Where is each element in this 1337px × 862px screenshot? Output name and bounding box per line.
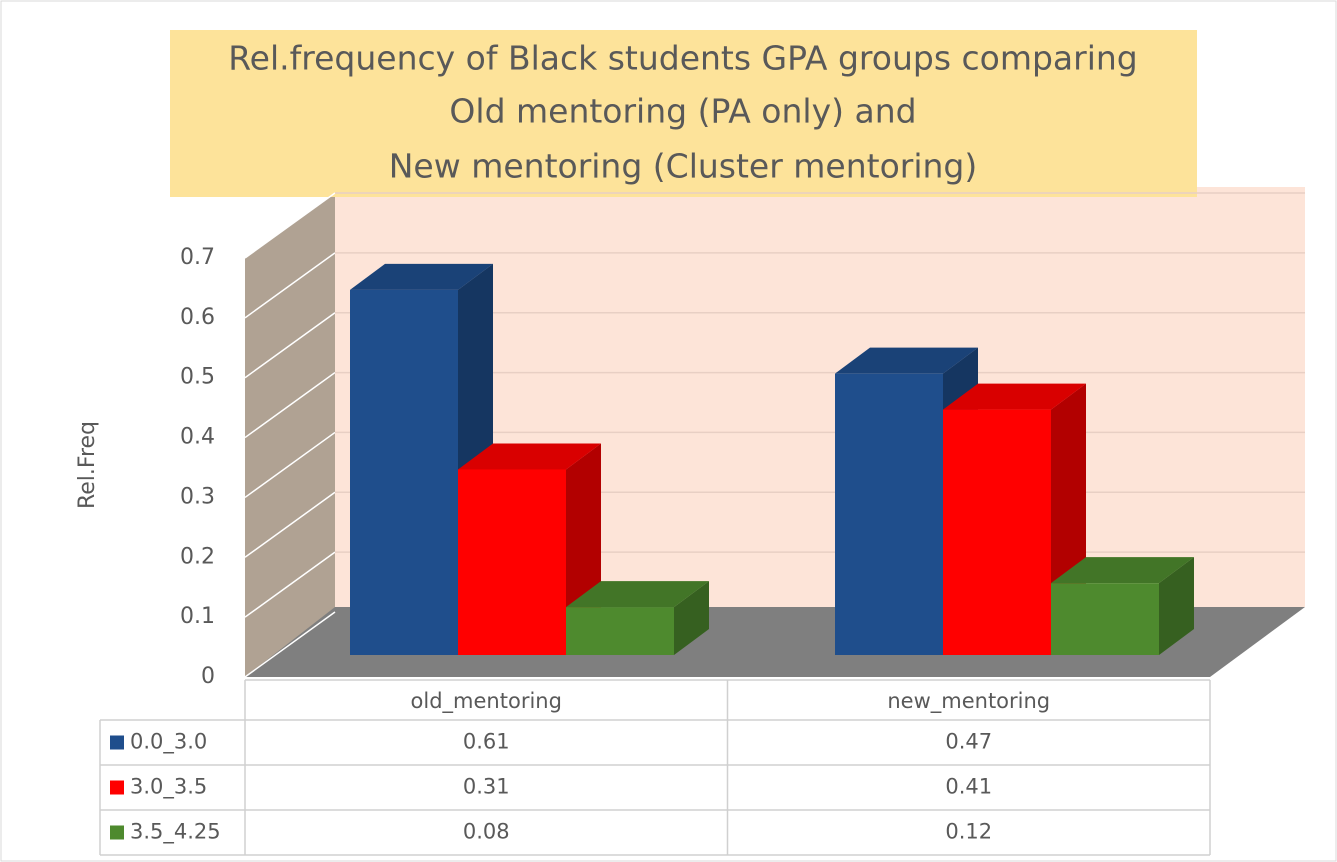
- legend-label: 3.0_3.5: [130, 775, 207, 800]
- legend-swatch: [110, 825, 124, 840]
- bar-side-shade: [1159, 557, 1194, 655]
- bar-top-shade: [350, 263, 493, 290]
- legend-label: 3.5_4.25: [130, 820, 221, 845]
- grid-line: [244, 252, 336, 319]
- y-tick-label: 0: [201, 664, 215, 689]
- bar-top: [458, 443, 601, 470]
- y-tick-label: 0.2: [180, 544, 215, 569]
- y-tick-label: 0.4: [180, 425, 215, 450]
- table-value: 0.61: [463, 730, 510, 754]
- bar-side: [674, 581, 709, 655]
- bar-front: [458, 469, 566, 655]
- bar-top-shade: [566, 581, 709, 608]
- legend-swatch: [110, 780, 124, 795]
- bar-top: [943, 383, 1086, 410]
- y-tick-label: 0.5: [180, 365, 215, 390]
- chart-title: New mentoring (Cluster mentoring): [389, 147, 978, 186]
- bar-front: [835, 373, 943, 655]
- title-box: [170, 30, 1197, 197]
- legend-swatch: [110, 735, 124, 750]
- bar-top: [835, 347, 978, 374]
- bar: [1051, 557, 1194, 655]
- table-value: 0.31: [463, 775, 510, 799]
- bar-front: [1051, 583, 1159, 655]
- x-tick-label: old_mentoring: [411, 689, 562, 714]
- bar-top-shade: [1051, 557, 1194, 584]
- bar-top: [1051, 557, 1194, 584]
- y-tick-label: 0.6: [180, 305, 215, 330]
- chart-title: Old mentoring (PA only) and: [449, 92, 916, 131]
- y-axis-label: Rel.Freq: [75, 421, 100, 509]
- side-wall: [245, 193, 335, 677]
- y-tick-label: 0.3: [180, 484, 215, 509]
- x-tick-label: new_mentoring: [887, 689, 1050, 714]
- y-tick-label: 0.7: [180, 245, 215, 270]
- grid-line: [244, 371, 336, 439]
- bar-side-shade: [674, 581, 709, 655]
- bar-front: [566, 607, 674, 655]
- bar-front: [943, 409, 1051, 655]
- bar-front: [350, 289, 458, 655]
- grid-line: [244, 192, 336, 259]
- table-value: 0.47: [945, 730, 992, 754]
- bar-top-shade: [835, 347, 978, 374]
- bar-top: [350, 263, 493, 290]
- bar-top: [566, 581, 709, 608]
- bar: [566, 581, 709, 655]
- table-value: 0.12: [945, 820, 992, 844]
- grid-line: [244, 312, 336, 379]
- grid-line: [244, 611, 336, 678]
- bar-top-shade: [943, 383, 1086, 410]
- bar-side: [1159, 557, 1194, 655]
- grid-line: [244, 431, 336, 499]
- grid-line: [244, 491, 336, 558]
- chart-title: Rel.frequency of Black students GPA grou…: [228, 39, 1138, 78]
- y-tick-label: 0.1: [180, 604, 215, 629]
- table-value: 0.41: [945, 775, 992, 799]
- table-value: 0.08: [463, 820, 510, 844]
- legend-label: 0.0_3.0: [130, 730, 207, 755]
- grid-line: [244, 551, 336, 618]
- bar-top-shade: [458, 443, 601, 470]
